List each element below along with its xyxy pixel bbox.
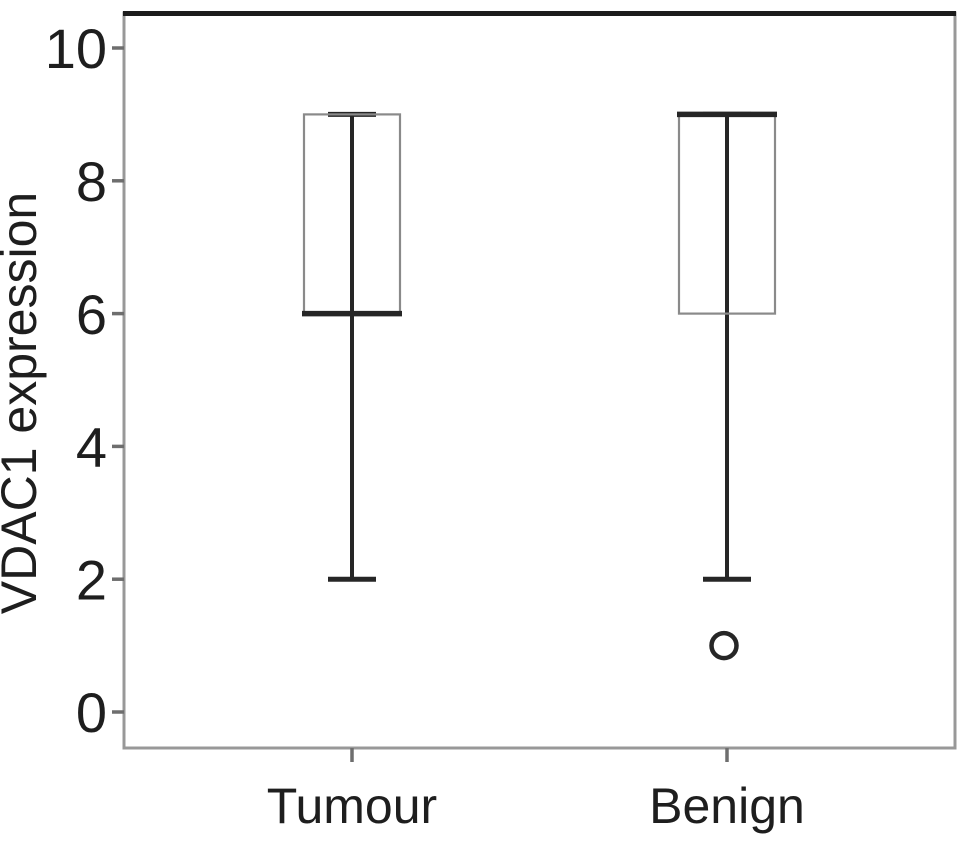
y-tick-label: 6 xyxy=(76,283,107,346)
y-tick-label: 2 xyxy=(76,548,107,611)
y-tick-label: 4 xyxy=(76,416,107,479)
y-axis-label: VDAC1 expression xyxy=(0,192,47,614)
x-category-label: Tumour xyxy=(267,778,437,834)
y-tick-label: 8 xyxy=(76,150,107,213)
y-tick-label: 10 xyxy=(45,17,107,80)
y-tick-label: 0 xyxy=(76,681,107,744)
plot-area: 0 2 4 6 8 10 Tumour Benign xyxy=(45,11,957,834)
outlier-point xyxy=(709,630,739,661)
x-category-label: Benign xyxy=(649,778,805,834)
plot-frame xyxy=(122,11,957,750)
